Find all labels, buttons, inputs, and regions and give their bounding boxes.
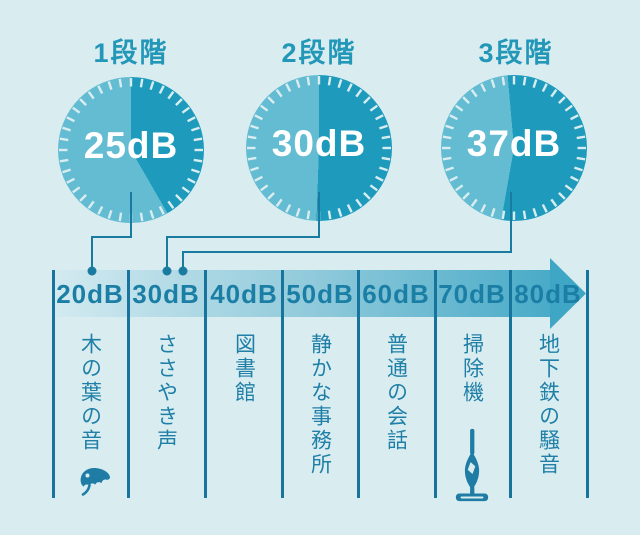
- gauge-value: 37dB: [466, 123, 562, 164]
- stage-2-title: 2段階: [281, 38, 357, 68]
- noise-desc-whisper: ささやき声: [154, 333, 178, 453]
- db-tick-40: 40dB: [210, 279, 278, 309]
- ginkgo-leaf-icon: [76, 464, 114, 507]
- db-tick-50: 50dB: [286, 279, 354, 309]
- gauge-value: 25dB: [83, 125, 179, 166]
- db-tick-20: 20dB: [56, 279, 124, 309]
- gauge-stage-2: 30dB: [246, 75, 392, 221]
- noise-desc-conversation: 普通の会話: [384, 333, 408, 453]
- stage-1-title: 1段階: [93, 38, 169, 68]
- divider-line: [203, 270, 207, 498]
- db-tick-30: 30dB: [132, 279, 200, 309]
- decibel-scale-band: [53, 270, 550, 317]
- stage-3-title: 3段階: [478, 38, 554, 68]
- noise-desc-library: 図書館: [232, 333, 256, 405]
- noise-desc-quiet-office: 静かな事務所: [308, 333, 332, 477]
- divider-line: [51, 270, 55, 498]
- gauge-stage-3: 37dB: [441, 75, 587, 221]
- db-tick-80: 80dB: [514, 279, 582, 309]
- divider-line: [126, 270, 130, 498]
- noise-desc-vacuum: 掃除機: [460, 333, 484, 405]
- vacuum-cleaner-icon: [453, 427, 491, 508]
- noise-desc-subway: 地下鉄の騒音: [536, 333, 560, 477]
- gauge-value: 30dB: [271, 123, 367, 164]
- divider-line: [585, 270, 589, 498]
- divider-line: [280, 270, 284, 498]
- db-tick-60: 60dB: [362, 279, 430, 309]
- gauge-tick-ring: [442, 76, 586, 220]
- divider-line: [508, 270, 512, 498]
- noise-desc-leaves: 木の葉の音: [78, 333, 102, 453]
- gauge-stage-1: 25dB: [58, 77, 204, 223]
- divider-line: [433, 270, 437, 498]
- divider-line: [356, 270, 360, 498]
- db-tick-70: 70dB: [438, 279, 506, 309]
